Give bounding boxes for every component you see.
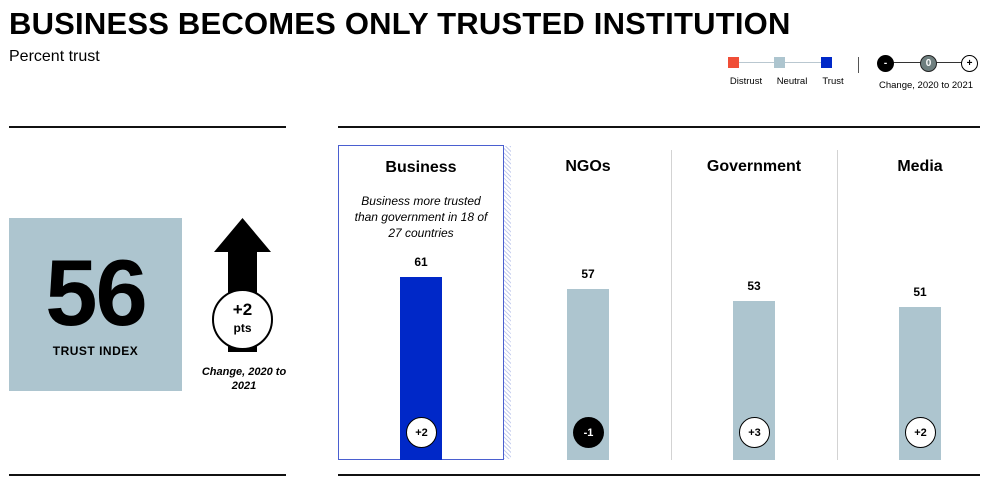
trust-index-change-caption: Change, 2020 to 2021: [201, 366, 287, 392]
legend-label-trust: Trust: [822, 76, 844, 87]
bar-value-government: 53: [747, 279, 761, 293]
legend-swatch-distrust: [728, 57, 739, 68]
trust-index-change-unit: pts: [233, 321, 252, 335]
bar-value-media: 51: [913, 285, 927, 299]
page-title: BUSINESS BECOMES ONLY TRUSTED INSTITUTIO…: [9, 6, 791, 41]
change-badge-business: +2: [406, 417, 437, 448]
change-badge-government: +3: [739, 417, 770, 448]
bar-value-business: 61: [414, 255, 428, 269]
legend-label-neutral: Neutral: [776, 76, 808, 87]
category-label-media: Media: [897, 158, 943, 175]
column-government: Government: [671, 145, 837, 460]
legend-label-distrust: Distrust: [729, 76, 763, 87]
column-ngos: NGOs: [505, 145, 671, 460]
change-badge-ngos: -1: [573, 417, 604, 448]
legend: Distrust Neutral Trust - 0 + Change, 202…: [723, 54, 983, 94]
legend-divider: [858, 57, 859, 73]
trust-index-label: TRUST INDEX: [52, 344, 139, 358]
change-negative-icon: -: [877, 55, 894, 72]
legend-swatch-trust: [821, 57, 832, 68]
column-business: Business Business more trusted than gover…: [338, 145, 511, 460]
divider-left-bottom: [9, 474, 286, 476]
annotation-business: Business more trusted than government in…: [354, 194, 488, 240]
divider-left-top: [9, 126, 286, 128]
bar-value-ngos: 57: [581, 267, 595, 281]
trust-index-box: 56 TRUST INDEX: [9, 218, 182, 391]
page-subtitle: Percent trust: [9, 48, 100, 65]
change-badge-media: +2: [905, 417, 936, 448]
trust-index-value: 56: [45, 240, 148, 345]
category-label-business: Business: [385, 159, 457, 176]
category-label-ngos: NGOs: [565, 158, 611, 175]
column-divider: [671, 150, 672, 460]
change-legend-label: Change, 2020 to 2021: [879, 80, 974, 91]
divider-right-top: [338, 126, 980, 128]
change-positive-icon: +: [961, 55, 978, 72]
column-media: Media: [837, 145, 991, 460]
column-divider: [837, 150, 838, 460]
category-label-government: Government: [706, 158, 802, 175]
trust-index-change-value: +2: [232, 300, 253, 319]
trust-index-change-badge: +2 pts: [212, 289, 273, 350]
change-neutral-icon: 0: [920, 55, 937, 72]
divider-right-bottom: [338, 474, 980, 476]
legend-swatch-neutral: [774, 57, 785, 68]
